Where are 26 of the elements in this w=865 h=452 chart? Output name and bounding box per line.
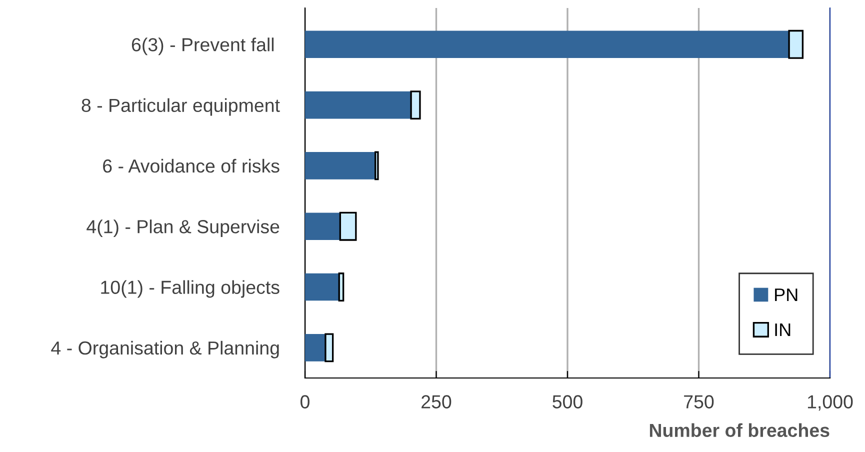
bar — [305, 212, 340, 240]
x-tick-label: 750 — [684, 395, 714, 408]
bar — [338, 272, 344, 302]
legend-label: IN — [775, 324, 790, 336]
bar — [305, 273, 340, 301]
bar — [305, 30, 790, 58]
bar — [324, 333, 334, 362]
x-tick-label: 0 — [300, 395, 310, 408]
y-tick-label: 10(1) - Falling objects — [101, 280, 280, 298]
bar — [305, 91, 412, 119]
bar — [788, 30, 804, 59]
x-tick-label: 500 — [552, 395, 582, 408]
y-tick-label: 6(3) - Prevent fall — [132, 38, 274, 56]
bar — [305, 152, 376, 180]
x-axis-title: Number of breaches — [650, 423, 830, 438]
x-tick-label: 1,000 — [808, 395, 853, 411]
bar — [410, 90, 421, 120]
bar — [305, 334, 326, 362]
y-tick-label: 6 - Avoidance of risks — [103, 158, 280, 173]
y-tick-label: 8 - Particular equipment — [82, 98, 280, 116]
y-tick-label: 4(1) - Plan & Supervise — [86, 220, 280, 238]
x-tick-label: 250 — [422, 395, 452, 408]
bar — [374, 151, 379, 180]
bar — [339, 212, 357, 241]
y-tick-label: 4 - Organisation & Planning — [51, 340, 279, 358]
legend-label: PN — [775, 288, 798, 301]
